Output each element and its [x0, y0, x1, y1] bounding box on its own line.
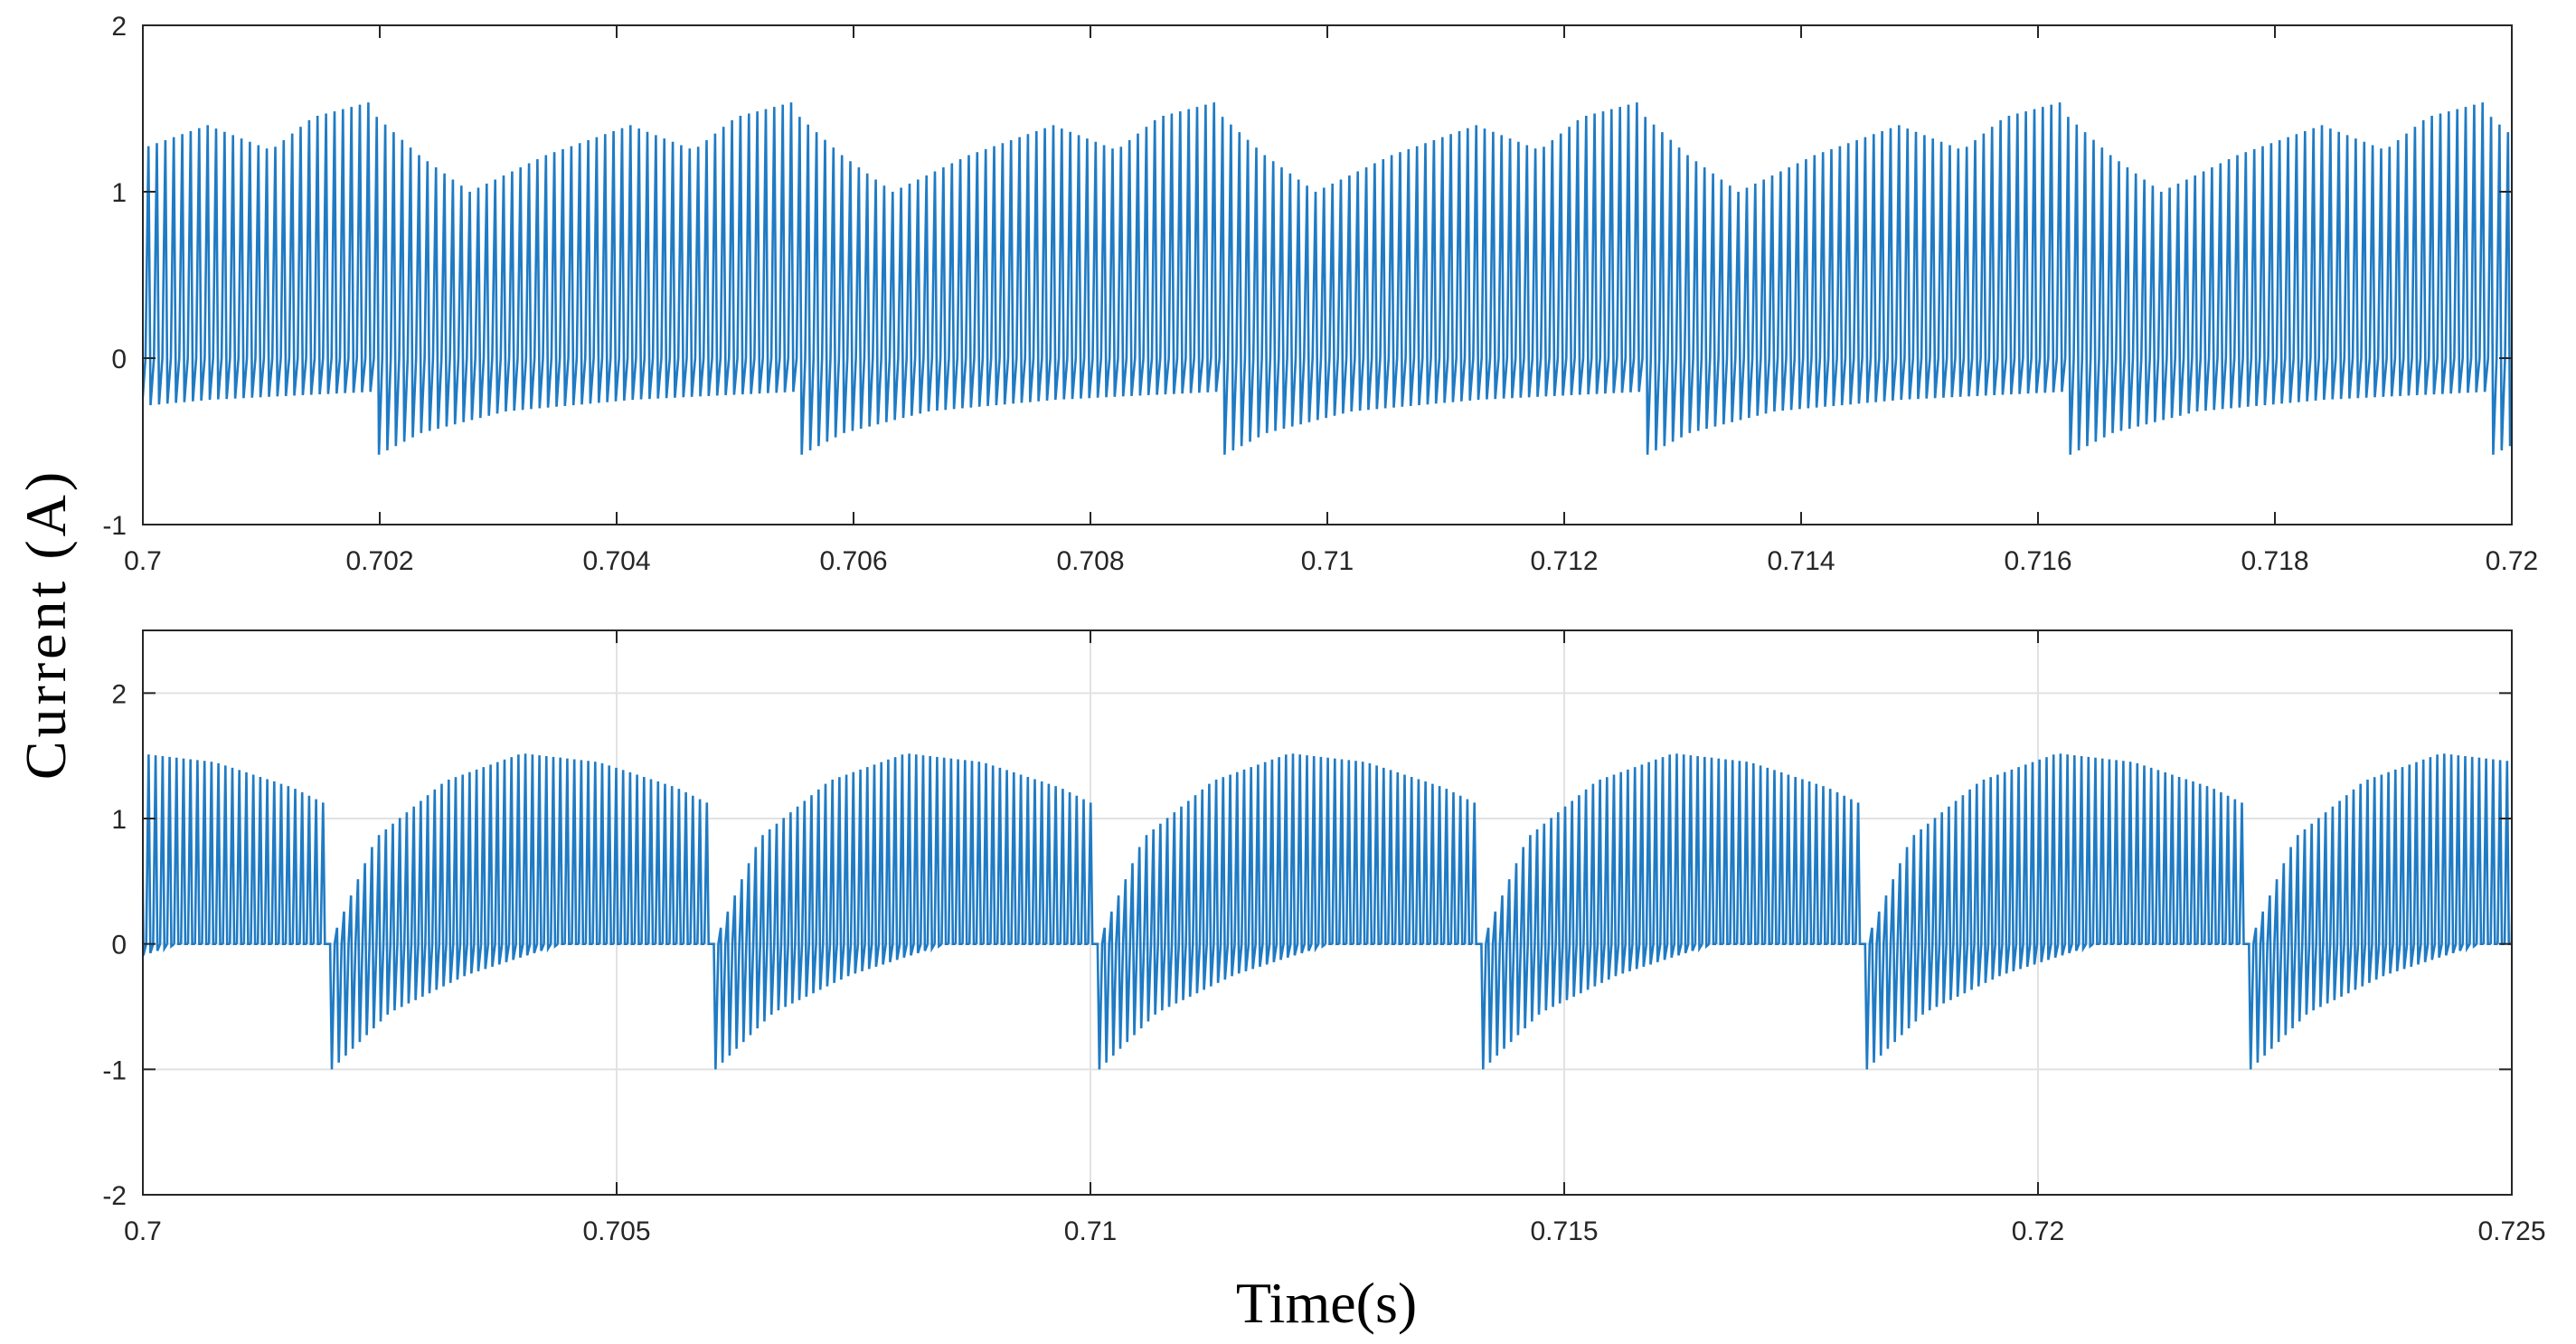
y-tick-label: -1	[102, 511, 127, 541]
y-tick-label: 0	[111, 931, 127, 961]
x-tick-label: 0.7	[124, 1216, 162, 1246]
y-tick-label: -2	[102, 1181, 127, 1211]
y-axis-title: Current (A)	[14, 469, 78, 780]
x-tick-label: 0.705	[582, 1216, 650, 1246]
x-tick-label: 0.725	[2477, 1216, 2545, 1246]
y-tick-label: 2	[111, 679, 127, 709]
y-tick-label: 1	[111, 178, 127, 208]
x-tick-label: 0.714	[1767, 546, 1835, 576]
x-tick-label: 0.708	[1056, 546, 1124, 576]
x-tick-label: 0.718	[2241, 546, 2308, 576]
x-tick-label: 0.706	[819, 546, 887, 576]
bottom-subplot: 0.7 0.705 0.71 0.715 0.72 0.725 -2 -1 0 1 2	[102, 629, 2546, 1246]
x-tick-label: 0.71	[1301, 546, 1354, 576]
axes-frame	[142, 629, 2513, 1196]
y-tick-label: -1	[102, 1055, 127, 1085]
x-tick-label: 0.702	[345, 546, 413, 576]
y-tick-label: 2	[111, 12, 127, 42]
x-tick-label: 0.716	[2004, 546, 2071, 576]
x-tick-label: 0.704	[582, 546, 650, 576]
x-tick-label: 0.712	[1530, 546, 1598, 576]
x-tick-label: 0.715	[1530, 1216, 1598, 1246]
x-tick-label: 0.72	[2012, 1216, 2064, 1246]
x-axis-title: Time(s)	[1236, 1271, 1417, 1335]
x-tick-label: 0.71	[1064, 1216, 1117, 1246]
top-subplot: 0.7 0.702 0.704 0.706 0.708 0.71 0.712 0.714 0.7…	[102, 12, 2538, 576]
current-waveform-series	[143, 753, 2512, 1070]
x-tick-label: 0.72	[2486, 546, 2538, 576]
y-tick-label: 0	[111, 345, 127, 374]
y-tick-label: 1	[111, 805, 127, 835]
current-waveform-series	[143, 102, 2512, 455]
x-tick-label: 0.7	[124, 546, 162, 576]
